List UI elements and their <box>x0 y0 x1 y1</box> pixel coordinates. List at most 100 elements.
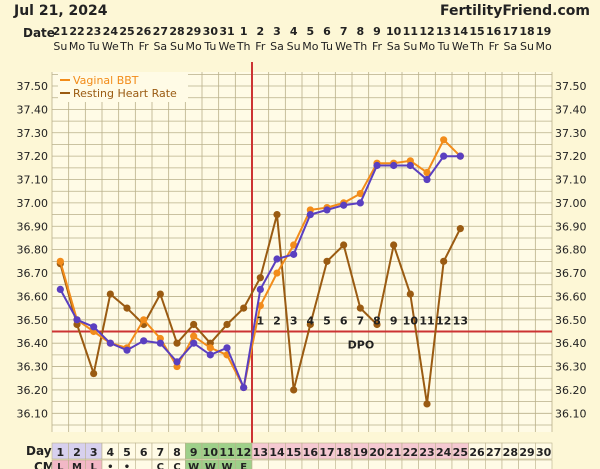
data-point <box>173 358 181 366</box>
cm-value: W <box>221 462 232 469</box>
cm-value: M <box>72 462 82 469</box>
weekday-cell: Mo <box>69 40 85 53</box>
ytick-right: 36.70 <box>555 267 587 280</box>
dpo-number: 7 <box>357 314 365 327</box>
date-cell: 2 <box>257 25 265 38</box>
weekday-cell: Th <box>469 40 484 53</box>
dpo-number: 9 <box>390 314 398 327</box>
date-cell: 16 <box>486 25 502 38</box>
cm-cell-bg <box>485 459 503 469</box>
ytick-right: 36.60 <box>555 290 587 303</box>
weekday-cell: Tu <box>320 40 333 53</box>
day-number: 16 <box>303 446 319 459</box>
date-cell: 25 <box>119 25 134 38</box>
day-number: 30 <box>536 446 552 459</box>
data-point <box>173 339 181 347</box>
weekday-cell: Su <box>520 40 534 53</box>
day-number: 17 <box>319 446 334 459</box>
day-number: 28 <box>503 446 518 459</box>
cm-cell-bg <box>301 459 319 469</box>
weekday-cell: We <box>452 40 469 53</box>
data-point <box>440 257 448 265</box>
weekday-cell: Th <box>236 40 251 53</box>
ytick-right: 37.00 <box>555 197 587 210</box>
date-cell: 31 <box>219 25 234 38</box>
dpo-number: 5 <box>323 314 331 327</box>
date-cell: 12 <box>419 25 434 38</box>
data-point <box>190 332 198 340</box>
data-point <box>423 400 431 408</box>
day-number: 29 <box>519 446 534 459</box>
cm-value: E <box>240 462 247 469</box>
cm-cell-bg <box>435 459 453 469</box>
dpo-number: 3 <box>290 314 298 327</box>
data-point <box>106 339 114 347</box>
day-number: 7 <box>157 446 165 459</box>
ytick-left: 37.00 <box>17 197 49 210</box>
legend-label: Resting Heart Rate <box>73 87 177 100</box>
cm-value: C <box>173 462 180 469</box>
data-point <box>240 304 248 312</box>
weekday-cell: Tu <box>203 40 216 53</box>
date-cell: 27 <box>153 25 168 38</box>
weekday-cell: Mo <box>419 40 435 53</box>
data-point <box>390 241 398 249</box>
ytick-right: 37.40 <box>555 103 587 116</box>
date-cell: 23 <box>86 25 101 38</box>
cm-value: C <box>157 462 164 469</box>
data-point <box>306 210 314 219</box>
data-point <box>273 255 281 263</box>
dpo-number: 11 <box>419 314 434 327</box>
day-number: 6 <box>140 446 148 459</box>
data-point <box>273 269 281 277</box>
weekday-cell: Tu <box>87 40 100 53</box>
cm-cell-bg <box>451 459 469 469</box>
chart-date: Jul 21, 2024 <box>14 3 108 19</box>
weekday-cell: Th <box>119 40 134 53</box>
cm-cell-bg <box>268 459 286 469</box>
ytick-left: 36.30 <box>17 361 49 374</box>
date-cell: 11 <box>403 25 418 38</box>
ytick-left: 36.90 <box>17 220 49 233</box>
cm-cell-bg <box>285 459 303 469</box>
date-cell: 3 <box>273 25 281 38</box>
weekday-cell: Mo <box>302 40 318 53</box>
data-point <box>323 257 331 265</box>
day-number: 25 <box>453 446 468 459</box>
day-number: 13 <box>253 446 268 459</box>
dpo-number: 2 <box>273 314 281 327</box>
day-number: 8 <box>173 446 181 459</box>
data-point <box>406 161 414 170</box>
site-name[interactable]: FertilityFriend.com <box>440 3 590 19</box>
data-point <box>323 206 331 214</box>
data-point <box>423 168 431 177</box>
weekday-cell: Th <box>352 40 367 53</box>
cm-cell-bg <box>535 459 553 469</box>
ytick-right: 37.20 <box>555 150 587 163</box>
data-point <box>140 337 148 345</box>
cm-cell-bg <box>368 459 386 469</box>
data-point <box>156 339 164 347</box>
cm-value: W <box>205 462 216 469</box>
date-cell: 14 <box>453 25 469 38</box>
day-number: 22 <box>403 446 418 459</box>
data-point <box>190 339 198 347</box>
weekday-cell: Tu <box>437 40 450 53</box>
day-number: 23 <box>419 446 434 459</box>
weekday-cell: Fr <box>489 40 500 53</box>
data-point <box>340 241 348 249</box>
data-point <box>373 161 381 170</box>
day-number: 27 <box>486 446 501 459</box>
ytick-right: 37.10 <box>555 174 587 187</box>
data-point <box>356 199 364 207</box>
data-point <box>73 316 81 324</box>
dpo-number: 4 <box>307 314 315 327</box>
dpo-number: 10 <box>403 314 419 327</box>
data-point <box>240 383 248 392</box>
day-number: 11 <box>219 446 234 459</box>
ytick-right: 36.10 <box>555 407 587 420</box>
cm-cell-bg <box>468 459 486 469</box>
weekday-cell: Sa <box>503 40 517 53</box>
data-point <box>440 136 448 144</box>
